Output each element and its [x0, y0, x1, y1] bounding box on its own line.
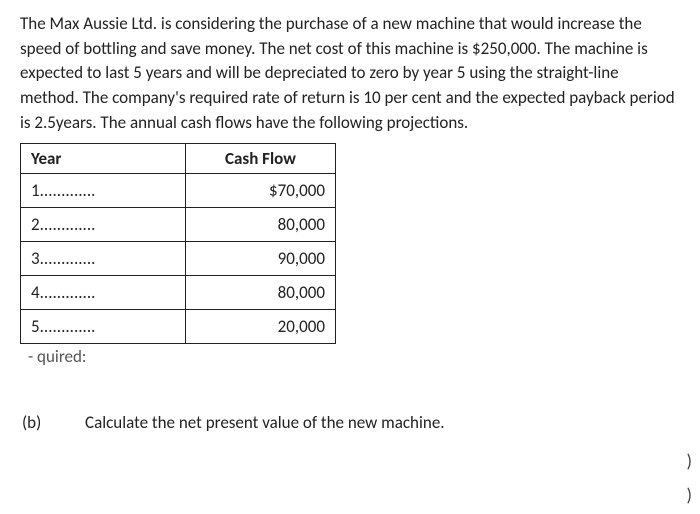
- table-row: 3............. 90,000: [21, 242, 336, 276]
- year-cell: 2.............: [21, 208, 186, 242]
- value-cell: 20,000: [186, 310, 336, 344]
- value-cell: 90,000: [186, 242, 336, 276]
- table-header-year: Year: [21, 144, 186, 174]
- paren-decoration: ): [687, 450, 692, 472]
- table-header-cash-flow: Cash Flow: [186, 144, 336, 174]
- table-row: 5............. 20,000: [21, 310, 336, 344]
- value-cell: 80,000: [186, 276, 336, 310]
- problem-statement: The Max Aussie Ltd. is considering the p…: [20, 12, 680, 135]
- year-cell: 4.............: [21, 276, 186, 310]
- year-cell: 3.............: [21, 242, 186, 276]
- paren-decoration: ): [687, 484, 692, 506]
- cutoff-text: - quired:: [28, 346, 680, 367]
- question-text: Calculate the net present value of the n…: [85, 412, 680, 433]
- value-cell: $70,000: [186, 174, 336, 208]
- value-cell: 80,000: [186, 208, 336, 242]
- table-row: 2............. 80,000: [21, 208, 336, 242]
- table-row: 1............. $70,000: [21, 174, 336, 208]
- question-row: (b) Calculate the net present value of t…: [20, 412, 680, 433]
- year-cell: 1.............: [21, 174, 186, 208]
- table-row: 4............. 80,000: [21, 276, 336, 310]
- question-label: (b): [20, 412, 85, 433]
- cash-flow-table: Year Cash Flow 1............. $70,000 2.…: [20, 143, 336, 344]
- year-cell: 5.............: [21, 310, 186, 344]
